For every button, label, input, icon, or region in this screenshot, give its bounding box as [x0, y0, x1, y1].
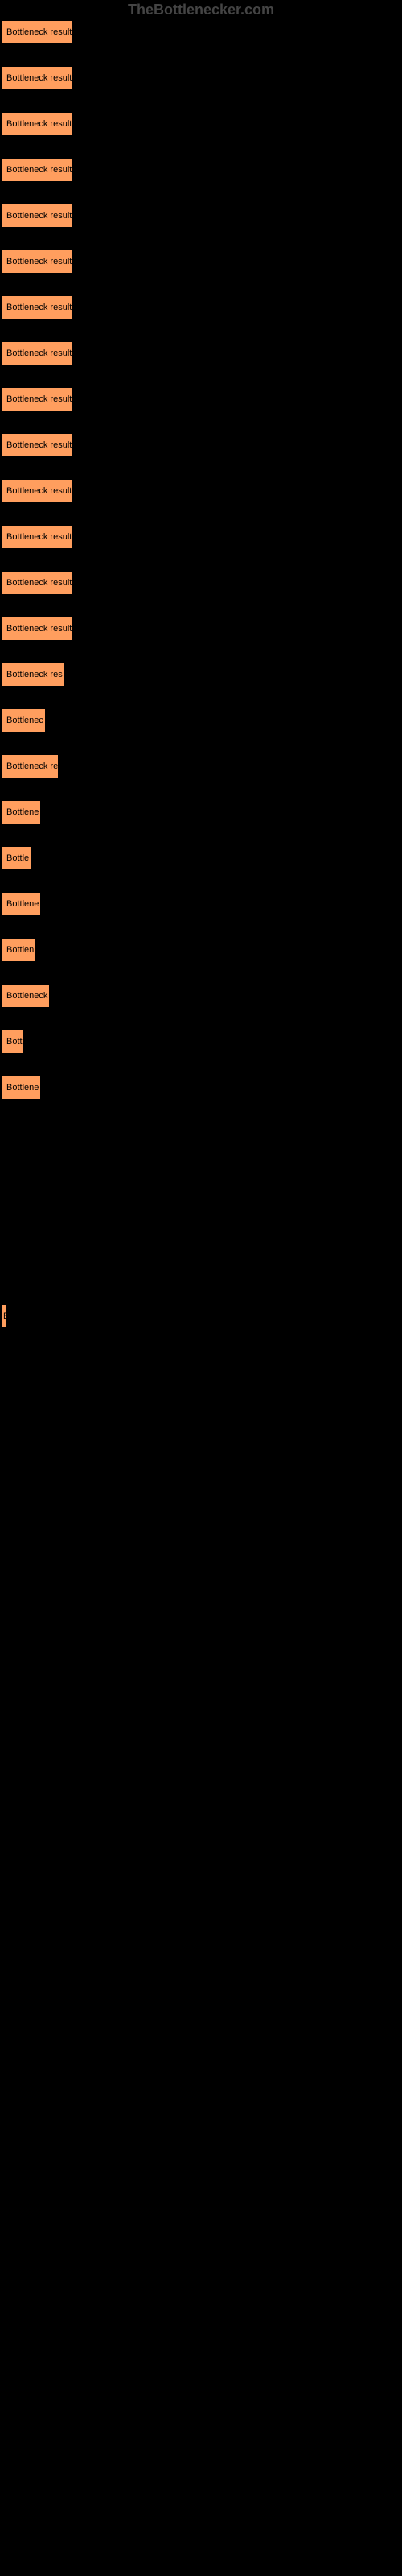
result-bar: Bottleneck result [2, 250, 72, 274]
bar-wrapper: Bottleneck re [2, 754, 72, 778]
result-bar: Bottleneck result [2, 387, 72, 411]
bar-wrapper: Bottleneck result [2, 571, 72, 595]
bar-wrapper: Bottleneck result [2, 387, 72, 411]
result-bar: Bottleneck res [2, 663, 64, 687]
bar-wrapper: Bottle [2, 846, 72, 870]
bar-wrapper: Bottleneck result [2, 158, 72, 182]
result-bar: Bottleneck result [2, 204, 72, 228]
bar-wrapper: Bottlen [2, 938, 72, 962]
result-bar: Bottleneck result [2, 617, 72, 641]
bar-wrapper: Bottlene [2, 892, 72, 916]
bar-wrapper: Bottlenec [2, 708, 72, 733]
result-bar: Bottleneck result [2, 479, 72, 503]
bar-wrapper: Bottleneck result [2, 341, 72, 365]
bar-wrapper: Bottleneck res [2, 663, 72, 687]
result-bar: Bottleneck result [2, 295, 72, 320]
result-bar: Bottlen [2, 938, 36, 962]
result-bar: Bottleneck result [2, 112, 72, 136]
bar-wrapper: Bottleneck result [2, 479, 72, 503]
result-bar: Bottleneck result [2, 433, 72, 457]
result-bar: Bottle [2, 846, 31, 870]
bar-wrapper: Bottleneck result [2, 112, 72, 136]
bar-wrapper: Bottleneck result [2, 617, 72, 641]
bar-wrapper: Bottlene [2, 1075, 72, 1100]
result-bar: Bottlenec [2, 708, 46, 733]
result-bar: Bottlene [2, 1075, 41, 1100]
bar-wrapper: Bottleneck [2, 984, 72, 1008]
result-bar: Bottleneck result [2, 525, 72, 549]
bar-wrapper: Bottleneck result [2, 204, 72, 228]
bar-wrapper: Bottleneck result [2, 66, 72, 90]
bar-wrapper: Bottlene [2, 800, 72, 824]
result-bar: Bott [2, 1030, 24, 1054]
result-bar: Bottleneck re [2, 754, 59, 778]
bar-wrapper: Bottleneck result [2, 433, 72, 457]
result-bar: Bottleneck result [2, 158, 72, 182]
result-bar: B [2, 1304, 6, 1328]
bar-wrapper: Bottleneck result [2, 20, 72, 44]
bar-wrapper: Bott [2, 1030, 72, 1054]
result-bar: Bottleneck result [2, 66, 72, 90]
result-bar: Bottleneck [2, 984, 50, 1008]
result-bar: Bottleneck result [2, 571, 72, 595]
bar-wrapper: Bottleneck result [2, 250, 72, 274]
bar-wrapper: Bottleneck result [2, 295, 72, 320]
result-bar: Bottleneck result [2, 20, 72, 44]
bar-wrapper: B [2, 1304, 6, 1328]
result-bar: Bottlene [2, 892, 41, 916]
bar-wrapper: Bottleneck result [2, 525, 72, 549]
result-bar: Bottleneck result [2, 341, 72, 365]
watermark-text: TheBottlenecker.com [128, 2, 274, 19]
bars-container: Bottleneck result Bottleneck result Bottle… [2, 20, 72, 1121]
result-bar: Bottlene [2, 800, 41, 824]
